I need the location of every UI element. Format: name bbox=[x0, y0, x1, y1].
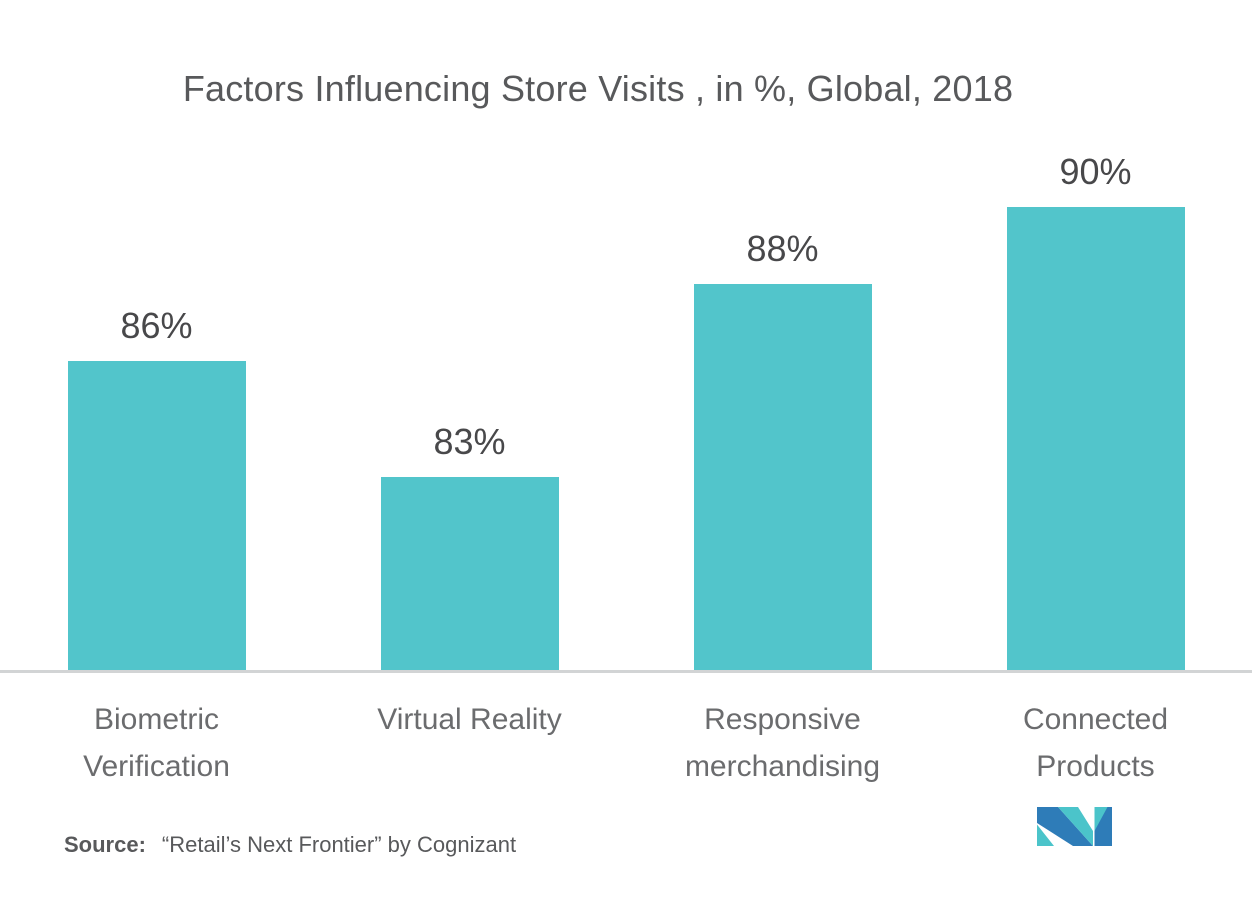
category-cell: Responsive merchandising bbox=[626, 696, 939, 790]
bar-column: 83% bbox=[313, 0, 626, 670]
bar bbox=[380, 477, 559, 670]
logo-topright-notch bbox=[1094, 807, 1108, 831]
bar-value-label: 90% bbox=[1059, 151, 1132, 192]
source-label: Source: bbox=[64, 832, 146, 857]
category-label: Responsive merchandising bbox=[684, 703, 881, 783]
category-label: Biometric Verification bbox=[83, 703, 230, 783]
category-axis-labels: Biometric Verification Virtual Reality Res… bbox=[0, 696, 1252, 790]
bar-column: 86% bbox=[0, 0, 313, 670]
source-note: Source: “Retail’s Next Frontier” by Cogni… bbox=[64, 832, 516, 858]
plot-area: 86% 83% 88% 90% bbox=[0, 0, 1252, 670]
chart-title: Factors Influencing Store Visits , in %,… bbox=[182, 68, 1014, 109]
bar-column: 88% bbox=[626, 0, 939, 670]
category-cell: Connected Products bbox=[939, 696, 1252, 790]
logo-middle-wedge bbox=[1058, 807, 1093, 846]
bar-value-label: 88% bbox=[746, 228, 819, 269]
category-cell: Virtual Reality bbox=[313, 696, 626, 743]
logo-bottomleft-notch bbox=[1037, 824, 1054, 846]
bar-value-label: 83% bbox=[433, 421, 506, 462]
bar bbox=[67, 361, 246, 670]
category-label: Virtual Reality bbox=[377, 703, 562, 736]
bar bbox=[1006, 207, 1185, 670]
bar-value-label: 86% bbox=[120, 305, 193, 346]
bar-column: 90% bbox=[939, 0, 1252, 670]
source-text: “Retail’s Next Frontier” by Cognizant bbox=[161, 832, 517, 857]
logo-left-stroke bbox=[1037, 807, 1093, 846]
mordor-intelligence-logo bbox=[1037, 807, 1112, 846]
category-cell: Biometric Verification bbox=[0, 696, 313, 790]
category-label: Connected Products bbox=[1022, 703, 1169, 783]
bar bbox=[693, 284, 872, 670]
x-axis-line bbox=[0, 670, 1252, 673]
